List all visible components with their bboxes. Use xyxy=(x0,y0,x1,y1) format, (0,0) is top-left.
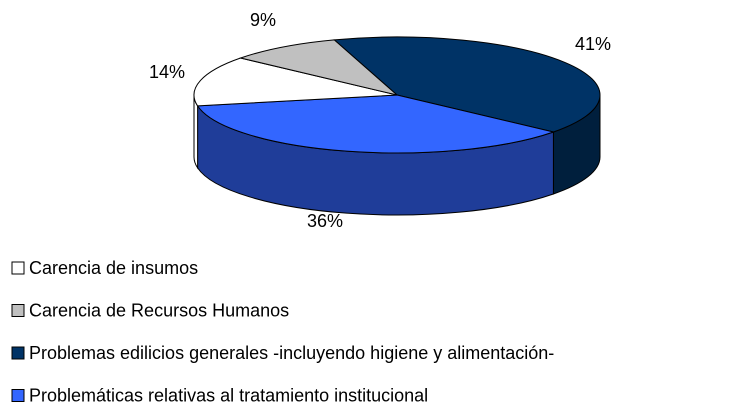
slice-label: 41% xyxy=(575,34,611,54)
slice-label: 14% xyxy=(149,62,185,82)
legend-swatch xyxy=(11,346,25,360)
slice xyxy=(333,36,601,133)
legend-swatch xyxy=(11,261,25,275)
slice-label: 36% xyxy=(307,211,343,231)
slice xyxy=(193,57,398,107)
legend-label: Problemas edilicios generales -incluyend… xyxy=(29,343,554,363)
slice-label: 9% xyxy=(250,10,276,30)
legend-label: Carencia de Recursos Humanos xyxy=(29,300,289,320)
legend-label: Problemáticas relativas al tratamiento i… xyxy=(29,385,428,405)
legend-swatch xyxy=(11,389,25,402)
legend-swatch xyxy=(11,304,25,317)
legend-label: Carencia de insumos xyxy=(29,258,198,278)
slice xyxy=(196,94,556,154)
slice xyxy=(238,39,398,96)
